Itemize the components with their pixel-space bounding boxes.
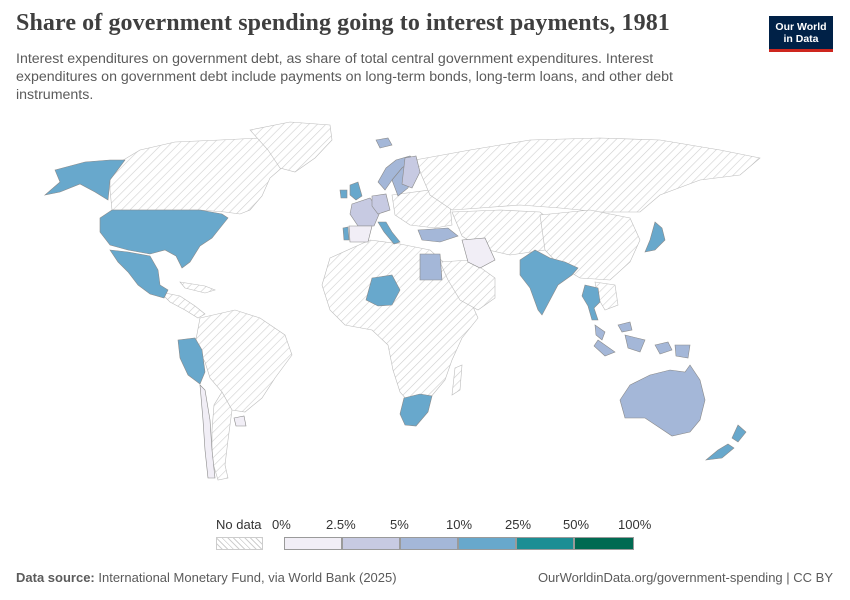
country-portugal[interactable] [342, 226, 350, 241]
country-mexico[interactable] [109, 249, 169, 299]
legend-swatch-50 [574, 537, 634, 550]
country-finland[interactable] [401, 155, 421, 189]
country-ireland[interactable] [339, 189, 348, 199]
country-united-kingdom[interactable] [349, 181, 363, 201]
footer-url[interactable]: OurWorldinData.org/government-spending |… [537, 570, 833, 585]
country-australia[interactable] [619, 364, 706, 437]
country-uruguay[interactable] [233, 415, 247, 427]
country-germany[interactable] [371, 193, 391, 215]
country-south-africa[interactable] [399, 393, 433, 427]
country-japan[interactable] [644, 221, 666, 253]
country-madagascar[interactable] [451, 364, 463, 396]
country-egypt[interactable] [419, 253, 443, 281]
country-turkey[interactable] [417, 227, 459, 243]
legend-label-0: 0% [272, 517, 291, 532]
country-caribbean[interactable] [179, 281, 216, 294]
legend-swatch-10 [458, 537, 516, 550]
country-africa[interactable] [321, 239, 479, 409]
country-india[interactable] [519, 249, 579, 316]
legend-label-25: 25% [505, 517, 532, 532]
legend-swatch-5 [400, 537, 458, 550]
country-iceland[interactable] [375, 137, 393, 149]
country-argentina[interactable] [211, 391, 233, 481]
country-peru[interactable] [177, 337, 206, 385]
legend-label-50: 50% [563, 517, 590, 532]
country-greenland[interactable] [249, 121, 333, 173]
country-chile[interactable] [199, 384, 216, 479]
legend-swatch-25 [516, 537, 574, 550]
chart-subtitle: Interest expenditures on government debt… [16, 51, 673, 103]
chart-title: Share of government spending going to in… [16, 10, 670, 36]
legend-swatch-0 [284, 537, 342, 550]
logo-line-2: in Data [783, 33, 819, 45]
country-iran[interactable] [461, 237, 496, 269]
country-central-america[interactable] [159, 291, 206, 319]
legend-no-data-label: No data [216, 517, 262, 532]
legend-label-5: 5% [390, 517, 409, 532]
legend-label-2-5: 2.5% [326, 517, 356, 532]
country-russia[interactable] [414, 137, 761, 213]
legend-swatch-2-5 [342, 537, 400, 550]
country-alaska[interactable] [43, 159, 126, 201]
legend-no-data-swatch [216, 537, 263, 550]
logo-line-1: Our World [775, 21, 827, 33]
country-italy[interactable] [377, 221, 401, 245]
country-niger[interactable] [365, 274, 401, 307]
legend: No data 0% 2.5% 5% 10% 25% 50% 100% [0, 515, 850, 555]
owid-logo[interactable]: Our World in Data [769, 16, 833, 52]
country-thailand[interactable] [581, 284, 601, 321]
source-label: Data source: [16, 570, 95, 585]
country-colombia-venezuela-brazil[interactable] [194, 309, 293, 413]
country-indonesia[interactable] [593, 334, 691, 359]
country-united-states[interactable] [99, 209, 229, 269]
country-malaysia[interactable] [594, 321, 633, 341]
source-text[interactable]: International Monetary Fund, via World B… [98, 570, 397, 585]
footer-source: Data source: International Monetary Fund… [16, 570, 397, 585]
country-new-zealand[interactable] [705, 424, 747, 461]
legend-label-100: 100% [618, 517, 652, 532]
world-map [43, 121, 761, 481]
legend-label-10: 10% [446, 517, 473, 532]
country-spain[interactable] [348, 225, 373, 243]
